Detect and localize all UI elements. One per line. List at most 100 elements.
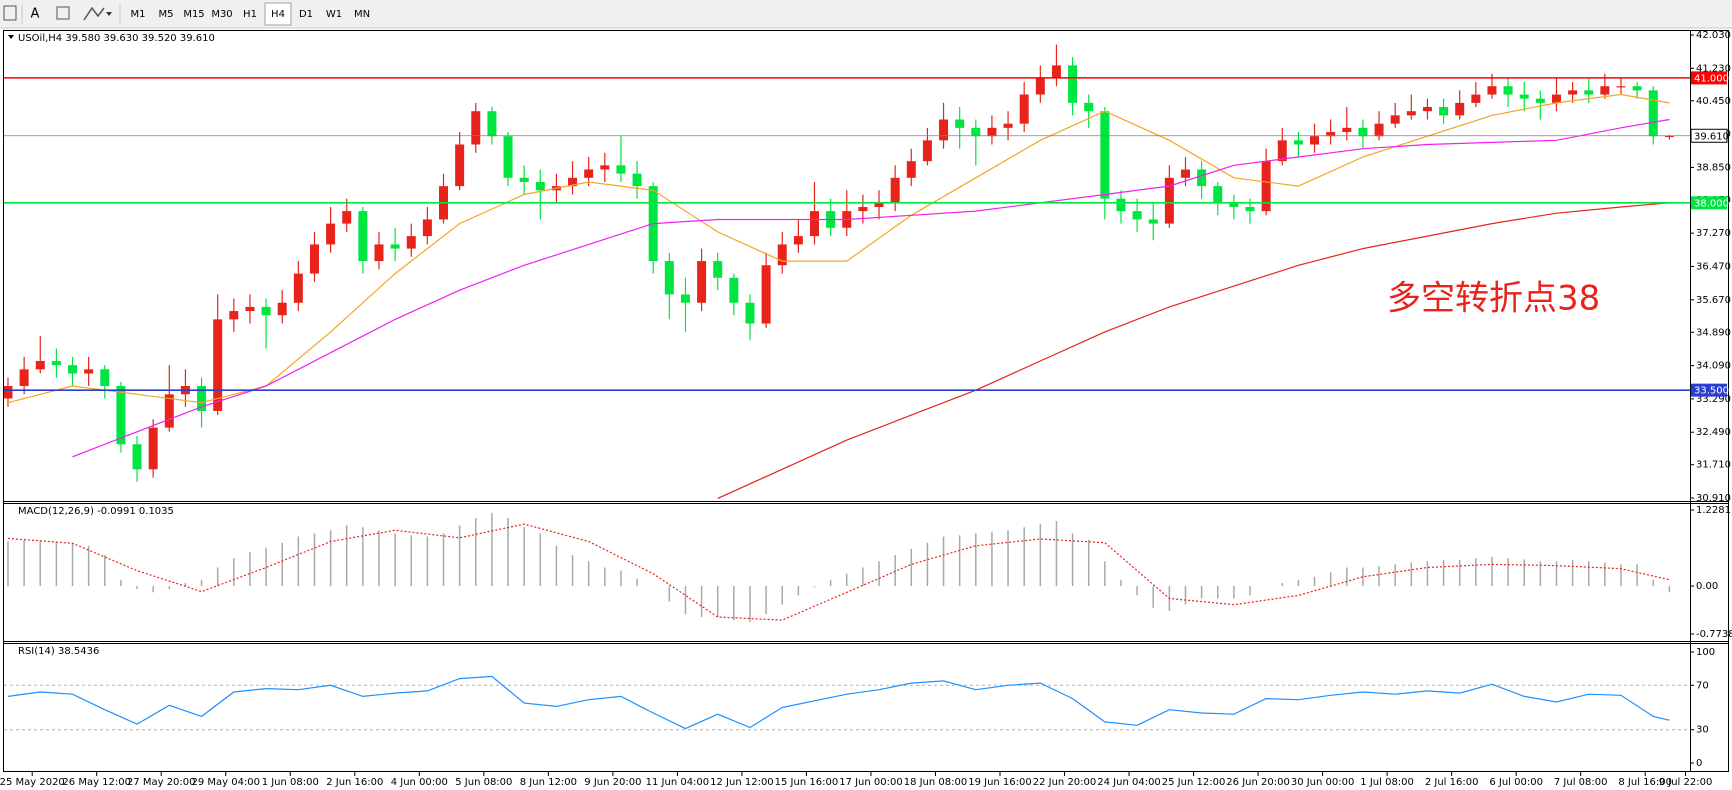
chart-frame <box>3 30 1729 772</box>
price-level-tag <box>1691 383 1727 397</box>
annotation: 多空转折点38 <box>1387 279 1600 319</box>
candle-body <box>535 181 545 191</box>
timeframe-button[interactable]: M1 <box>131 9 146 20</box>
moving-average <box>717 202 1670 499</box>
candle-body <box>116 385 126 445</box>
candle-body <box>971 127 981 137</box>
candle-body <box>1051 65 1061 78</box>
x-tick-label: 26 May 12:00 <box>62 777 131 788</box>
candle-body <box>455 144 465 187</box>
candle-body <box>632 173 642 187</box>
candle-body <box>293 273 303 303</box>
candle-body <box>1616 86 1626 88</box>
candle-body <box>197 385 207 411</box>
candle-body <box>1326 132 1336 137</box>
moving-average <box>72 118 1670 458</box>
candle-body <box>1519 94 1529 99</box>
panel-title: USOil,H4 39.580 39.630 39.520 39.610 <box>18 33 215 44</box>
x-tick-label: 17 Jun 00:00 <box>839 777 903 788</box>
timeframe-button[interactable]: H4 <box>271 9 285 20</box>
candle-body <box>358 211 368 262</box>
candle-body <box>1358 127 1368 137</box>
candle-body <box>1390 115 1400 124</box>
timeframe-button[interactable]: H1 <box>243 9 257 20</box>
chart-menu-arrow[interactable] <box>8 35 14 39</box>
x-tick-label: 15 Jun 16:00 <box>775 777 839 788</box>
toolbar <box>0 0 1732 28</box>
x-tick-label: 12 Jun 12:00 <box>710 777 774 788</box>
candle-body <box>1455 102 1465 116</box>
price-level-label: 39.610 <box>1694 131 1729 142</box>
candle-body <box>1487 86 1497 95</box>
candle-body <box>132 444 142 470</box>
y-tick-label: 100 <box>1696 647 1715 658</box>
y-tick-label: 34.090 <box>1696 361 1731 372</box>
tool-icon[interactable] <box>3 5 17 21</box>
candle-body <box>406 236 416 249</box>
candle-body <box>261 306 271 316</box>
candle-body <box>1342 127 1352 133</box>
candle-body <box>326 223 336 245</box>
y-tick-label: 35.670 <box>1696 295 1731 306</box>
y-tick-label: -0.7738 <box>1696 629 1732 640</box>
candle-body <box>471 111 481 145</box>
candle-body <box>1422 107 1432 112</box>
candle-body <box>600 165 610 170</box>
candle-body <box>987 127 997 137</box>
candle-body <box>1568 90 1578 95</box>
timeframe-button[interactable]: MN <box>354 9 370 20</box>
candle-body <box>1245 206 1255 212</box>
candle-body <box>164 394 174 428</box>
y-tick-label: 36.470 <box>1696 262 1731 273</box>
timeframe-button[interactable]: M15 <box>183 9 204 20</box>
y-tick-label: 0.00 <box>1696 581 1718 592</box>
timeframe-button[interactable]: D1 <box>299 9 313 20</box>
x-tick-label: 11 Jun 04:00 <box>646 777 710 788</box>
candle-body <box>1374 123 1384 137</box>
candle-body <box>1584 90 1594 95</box>
candle-body <box>1164 177 1174 224</box>
y-tick-label: 38.850 <box>1696 162 1731 173</box>
candle-body <box>4 385 13 399</box>
y-tick-label: 30 <box>1696 725 1709 736</box>
timeframe-button[interactable]: M5 <box>159 9 174 20</box>
panel <box>4 44 1674 499</box>
candle-body <box>713 261 723 278</box>
x-tick-label: 19 Jun 16:00 <box>968 777 1032 788</box>
x-tick-label: 4 Jun 00:00 <box>391 777 448 788</box>
x-tick-label: 5 Jun 08:00 <box>455 777 512 788</box>
shapes-tool[interactable] <box>83 6 105 21</box>
candle-body <box>793 236 803 245</box>
x-tick-label: 25 Jun 12:00 <box>1162 777 1226 788</box>
candle-body <box>390 244 400 249</box>
candle-body <box>1439 107 1449 116</box>
candle-body <box>1648 90 1658 137</box>
y-tick-label: 40.450 <box>1696 96 1731 107</box>
text-tool[interactable]: A <box>31 7 40 22</box>
y-tick-label: 30.910 <box>1696 493 1731 504</box>
y-tick-label: 41.230 <box>1696 63 1731 74</box>
drawing-tools: A <box>3 4 121 24</box>
candle-body <box>503 136 513 178</box>
y-tick-label: 42.030 <box>1696 30 1731 41</box>
timeframe-button[interactable]: M30 <box>211 9 232 20</box>
candle-body <box>1632 86 1642 91</box>
y-tick-label: 31.710 <box>1696 460 1731 471</box>
candle-body <box>422 219 432 237</box>
candle-body <box>729 277 739 303</box>
candle-body <box>1116 198 1126 212</box>
label-tool[interactable] <box>56 6 70 20</box>
candle-body <box>213 319 223 411</box>
candle-body <box>342 211 352 224</box>
candle-body <box>745 302 755 324</box>
candle-body <box>309 244 319 274</box>
candle-body <box>519 177 529 182</box>
candle-body <box>955 119 965 128</box>
x-tick-label: 2 Jul 16:00 <box>1425 777 1479 788</box>
timeframe-button[interactable]: W1 <box>326 9 342 20</box>
candle-body <box>680 294 690 303</box>
x-tick-label: 8 Jul 16:00 <box>1618 777 1672 788</box>
price-level-tag <box>1691 196 1727 210</box>
dropdown-arrow[interactable] <box>106 12 112 16</box>
candle-body <box>1535 98 1545 103</box>
